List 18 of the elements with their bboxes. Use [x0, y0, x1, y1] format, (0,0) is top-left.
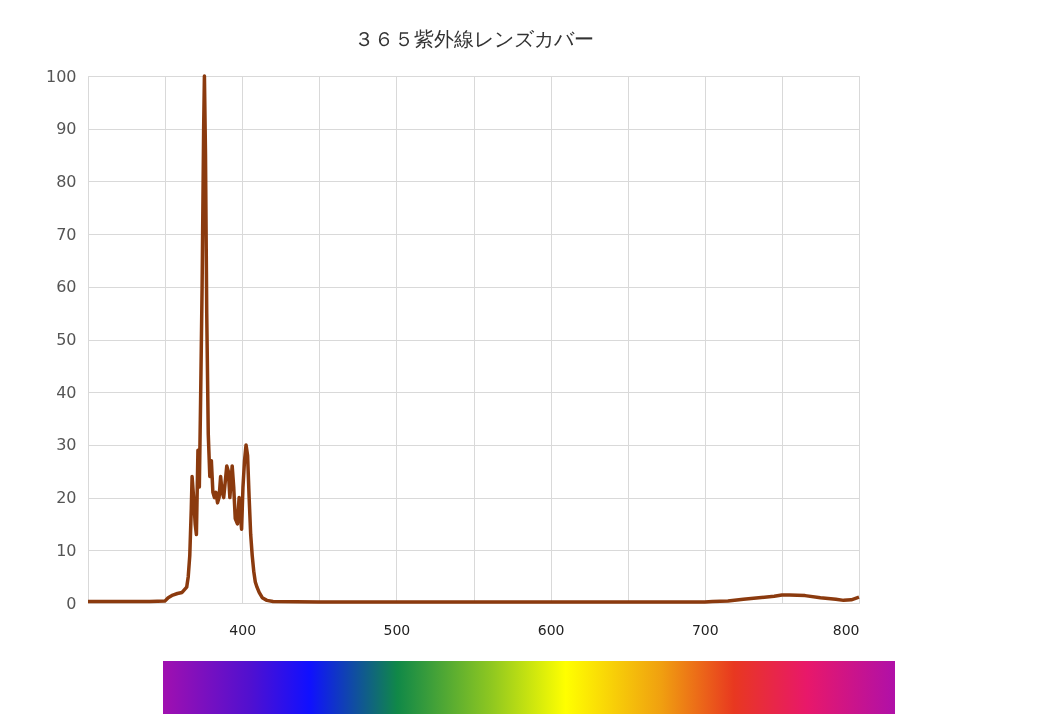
y-tick-label: 50: [56, 330, 77, 349]
y-tick-label: 30: [56, 435, 77, 455]
y-tick-label: 70: [56, 224, 77, 244]
y-tick-label: 20: [56, 488, 77, 508]
y-tick-label: 80: [56, 171, 77, 191]
y-tick-label: 100: [45, 66, 77, 86]
x-tick-label: 500: [383, 621, 411, 638]
y-tick-label: 40: [56, 382, 77, 402]
x-tick-label: 600: [537, 621, 565, 638]
chart-title: ３６５紫外線レンズカバー: [353, 27, 594, 51]
x-tick-label: 400: [229, 621, 257, 638]
x-tick-label: 700: [691, 621, 719, 638]
y-tick-label: 90: [56, 119, 77, 139]
line-series: [86, 74, 861, 604]
y-tick-label: 60: [56, 277, 77, 297]
y-tick-label: 0: [66, 593, 77, 613]
y-tick-label: 10: [56, 540, 77, 560]
x-tick-label: 800: [832, 621, 860, 638]
